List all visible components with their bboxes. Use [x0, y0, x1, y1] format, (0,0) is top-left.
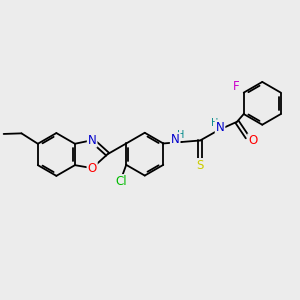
Text: F: F	[232, 80, 239, 93]
Text: Cl: Cl	[116, 175, 127, 188]
Text: N: N	[171, 133, 180, 146]
Text: H: H	[211, 118, 219, 128]
Text: N: N	[216, 121, 224, 134]
Text: O: O	[248, 134, 257, 147]
Text: N: N	[88, 134, 97, 147]
Text: S: S	[196, 159, 204, 172]
Text: O: O	[88, 162, 97, 175]
Text: H: H	[176, 130, 184, 140]
